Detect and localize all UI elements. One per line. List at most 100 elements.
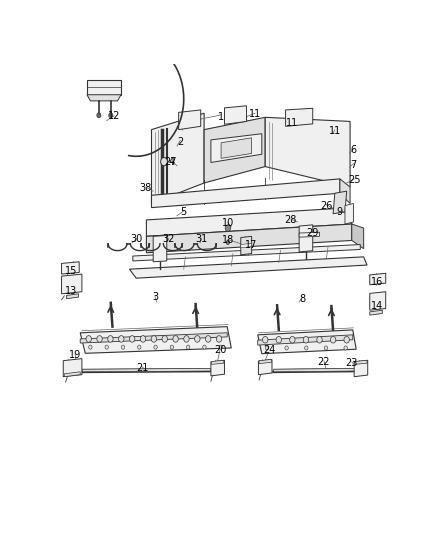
- Circle shape: [344, 346, 347, 350]
- Polygon shape: [152, 179, 340, 207]
- Polygon shape: [241, 236, 251, 255]
- Text: 12: 12: [108, 111, 120, 122]
- Polygon shape: [224, 106, 247, 124]
- Circle shape: [262, 336, 268, 343]
- Circle shape: [138, 345, 141, 349]
- Circle shape: [324, 346, 328, 350]
- Text: 18: 18: [222, 236, 234, 245]
- Circle shape: [119, 336, 124, 342]
- Text: 5: 5: [180, 207, 187, 217]
- Text: 19: 19: [69, 350, 81, 360]
- Polygon shape: [179, 110, 201, 130]
- Text: 11: 11: [249, 109, 261, 119]
- Text: 16: 16: [371, 277, 383, 287]
- Circle shape: [203, 345, 206, 349]
- Polygon shape: [87, 95, 121, 101]
- Text: 3: 3: [152, 292, 158, 302]
- Polygon shape: [152, 113, 204, 204]
- Polygon shape: [153, 236, 167, 262]
- Polygon shape: [212, 360, 224, 365]
- Circle shape: [108, 336, 113, 342]
- Polygon shape: [274, 368, 355, 372]
- Circle shape: [276, 336, 282, 343]
- Text: 23: 23: [346, 358, 358, 368]
- Circle shape: [303, 336, 309, 343]
- Text: 29: 29: [307, 228, 319, 238]
- Polygon shape: [258, 335, 353, 345]
- Circle shape: [109, 113, 113, 118]
- Text: 14: 14: [371, 301, 383, 311]
- Polygon shape: [345, 204, 353, 224]
- Polygon shape: [370, 292, 386, 310]
- Circle shape: [265, 346, 268, 350]
- Circle shape: [86, 336, 92, 342]
- Circle shape: [225, 225, 230, 231]
- Circle shape: [173, 336, 178, 342]
- Circle shape: [226, 240, 230, 245]
- Polygon shape: [67, 294, 78, 298]
- Text: 17: 17: [245, 240, 258, 251]
- Polygon shape: [340, 179, 350, 204]
- Circle shape: [162, 336, 167, 342]
- Polygon shape: [354, 360, 368, 377]
- Polygon shape: [61, 274, 82, 294]
- Circle shape: [317, 336, 322, 343]
- Circle shape: [216, 336, 222, 342]
- Polygon shape: [80, 327, 231, 353]
- Text: 20: 20: [214, 345, 226, 356]
- Circle shape: [140, 336, 146, 342]
- Text: 13: 13: [65, 286, 77, 295]
- Circle shape: [88, 345, 92, 349]
- Polygon shape: [63, 359, 82, 377]
- Polygon shape: [64, 372, 80, 377]
- Polygon shape: [61, 262, 79, 274]
- Polygon shape: [258, 359, 272, 375]
- Text: 38: 38: [140, 183, 152, 193]
- Circle shape: [330, 336, 336, 343]
- Circle shape: [151, 336, 157, 342]
- Polygon shape: [133, 245, 360, 261]
- Circle shape: [130, 336, 135, 342]
- Circle shape: [154, 345, 157, 349]
- Text: 26: 26: [320, 200, 332, 211]
- Polygon shape: [83, 368, 211, 372]
- Polygon shape: [299, 232, 320, 237]
- Text: 9: 9: [337, 207, 343, 217]
- Text: 31: 31: [195, 234, 208, 244]
- Text: 4: 4: [169, 157, 175, 167]
- Circle shape: [205, 336, 211, 342]
- Text: 6: 6: [350, 145, 357, 155]
- Circle shape: [219, 345, 223, 349]
- Polygon shape: [258, 330, 356, 354]
- Circle shape: [344, 336, 350, 343]
- Polygon shape: [80, 333, 227, 343]
- Text: 7: 7: [350, 159, 357, 169]
- Circle shape: [194, 336, 200, 342]
- Text: 28: 28: [284, 215, 297, 225]
- Polygon shape: [211, 360, 224, 376]
- Text: 24: 24: [263, 345, 276, 356]
- Circle shape: [97, 336, 102, 342]
- Polygon shape: [370, 273, 386, 285]
- Polygon shape: [130, 257, 367, 278]
- Polygon shape: [299, 225, 313, 252]
- Polygon shape: [87, 80, 121, 95]
- Polygon shape: [146, 207, 352, 236]
- Text: 32: 32: [162, 234, 175, 244]
- Text: 22: 22: [318, 357, 330, 367]
- Polygon shape: [355, 360, 367, 365]
- Polygon shape: [370, 310, 382, 315]
- Circle shape: [121, 345, 125, 349]
- Polygon shape: [286, 108, 313, 126]
- Text: 11: 11: [328, 126, 341, 136]
- Circle shape: [184, 336, 189, 342]
- Circle shape: [187, 345, 190, 349]
- Polygon shape: [221, 138, 251, 158]
- Text: 27: 27: [164, 157, 177, 167]
- Text: 15: 15: [65, 266, 77, 276]
- Polygon shape: [211, 134, 262, 163]
- Polygon shape: [265, 117, 350, 187]
- Text: 21: 21: [136, 362, 148, 373]
- Circle shape: [105, 345, 108, 349]
- Circle shape: [290, 336, 295, 343]
